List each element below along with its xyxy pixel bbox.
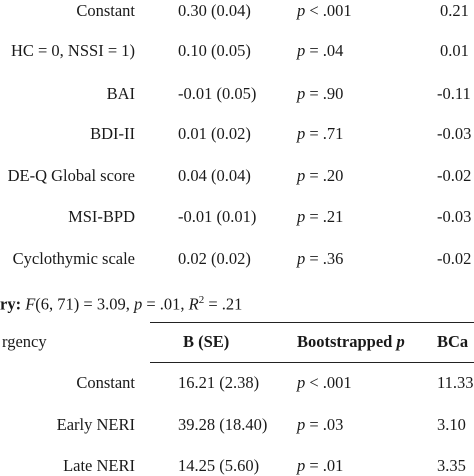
row-bca: 3.10 xyxy=(437,415,466,434)
row-label: BAI xyxy=(106,84,135,103)
row-label: Late NERI xyxy=(63,456,135,475)
header-bca: BCa xyxy=(437,332,469,351)
row-bca: 0.21 xyxy=(440,1,469,20)
row-b-se: -0.01 (0.05) xyxy=(178,84,257,103)
row-p-value: p < .001 xyxy=(297,1,352,20)
table-rule-top xyxy=(150,322,474,324)
row-b-se: 0.04 (0.04) xyxy=(178,166,251,185)
row-b-se: 0.10 (0.05) xyxy=(178,41,251,60)
row-label: BDI-II xyxy=(90,124,135,143)
row-bca: 0.01 xyxy=(440,41,469,60)
row-p-value: p = .71 xyxy=(297,124,344,143)
row-bca: -0.02 xyxy=(437,166,472,185)
row-label: Constant xyxy=(76,1,135,20)
row-p-value: p = .20 xyxy=(297,166,344,185)
row-bca: -0.11 xyxy=(437,84,471,103)
row-label: Cyclothymic scale xyxy=(12,249,135,268)
row-label: Early NERI xyxy=(56,415,135,434)
row-label: HC = 0, NSSI = 1) xyxy=(10,41,135,60)
row-label: DE-Q Global score xyxy=(7,166,135,185)
row-b-se: 16.21 (2.38) xyxy=(178,373,260,392)
row-p-value: p = .03 xyxy=(297,415,344,434)
row-bca: -0.03 xyxy=(437,124,472,143)
table-rule-header xyxy=(150,362,474,364)
row-p-value: p = .36 xyxy=(297,249,344,268)
row-bca: 11.33 xyxy=(437,373,474,392)
row-p-value: p = .90 xyxy=(297,84,344,103)
row-b-se: 14.25 (5.60) xyxy=(178,456,260,475)
row-b-se: 0.02 (0.02) xyxy=(178,249,251,268)
row-p-value: p = .01 xyxy=(297,456,344,475)
header-bootstrapped-p: Bootstrapped p xyxy=(297,332,405,351)
row-b-se: 39.28 (18.40) xyxy=(178,415,268,434)
row-bca: -0.02 xyxy=(437,249,472,268)
row-bca: -0.03 xyxy=(437,207,472,226)
row-b-se: 0.01 (0.02) xyxy=(178,124,251,143)
row-label: MSI-BPD xyxy=(68,207,135,226)
row-p-value: p < .001 xyxy=(297,373,352,392)
row-label: Constant xyxy=(76,373,135,392)
header-b-se: B (SE) xyxy=(183,332,230,351)
row-p-value: p = .04 xyxy=(297,41,344,60)
section-title: rgency xyxy=(2,332,47,351)
row-b-se: 0.30 (0.04) xyxy=(178,1,251,20)
row-bca: 3.35 xyxy=(437,456,466,475)
model-summary: ry: F(6, 71) = 3.09, p = .01, R2 = .21 xyxy=(0,294,243,314)
row-p-value: p = .21 xyxy=(297,207,344,226)
row-b-se: -0.01 (0.01) xyxy=(178,207,257,226)
